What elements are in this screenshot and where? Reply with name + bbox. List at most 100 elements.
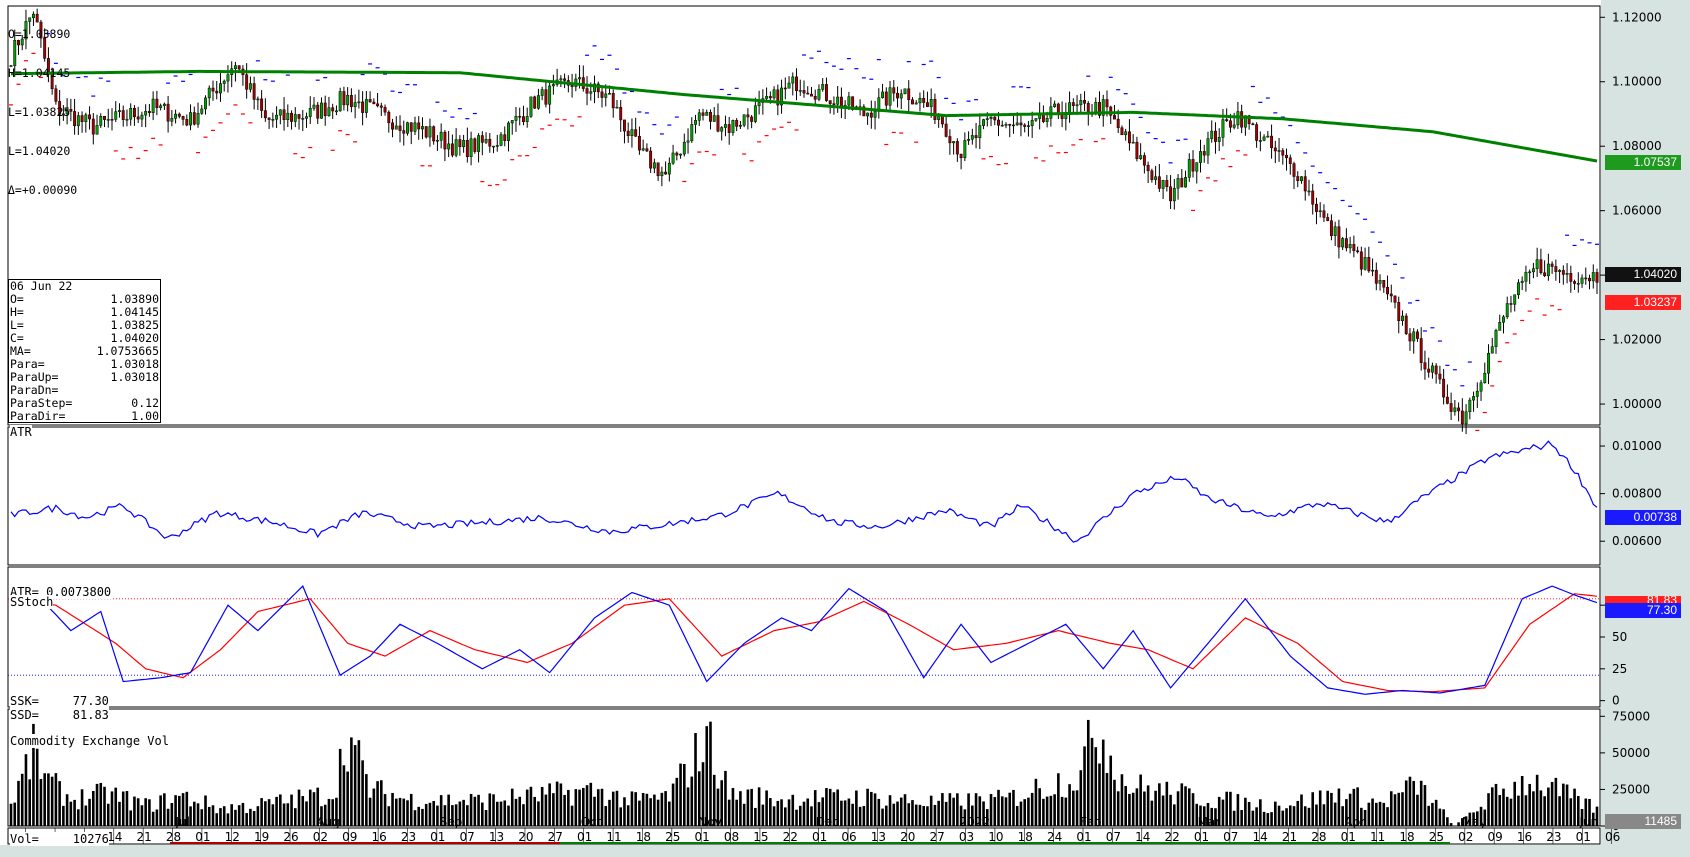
candle bbox=[630, 129, 634, 136]
candle bbox=[813, 95, 817, 100]
volume-bar bbox=[196, 803, 200, 826]
month-label: Mar bbox=[1198, 815, 1221, 829]
sar-dot bbox=[1183, 138, 1188, 140]
volume-bar bbox=[136, 798, 140, 826]
volume-bar bbox=[402, 798, 406, 826]
volume-bar bbox=[1416, 794, 1419, 826]
volume-bar bbox=[507, 805, 510, 826]
sar-dot bbox=[974, 99, 979, 101]
info-value: 0.12 bbox=[131, 396, 159, 410]
candle bbox=[1434, 365, 1438, 375]
volume-bar bbox=[20, 773, 24, 826]
volume-bar bbox=[406, 800, 409, 826]
ohlc-header: O=1.03890 H=1.04145 L=1.03825 L=1.04020 … bbox=[8, 2, 77, 210]
volume-bar bbox=[249, 808, 252, 826]
candle bbox=[1479, 382, 1483, 392]
volume-bar bbox=[769, 798, 772, 826]
candle bbox=[1509, 303, 1513, 305]
volume-bar bbox=[439, 795, 443, 826]
candle bbox=[1531, 268, 1535, 273]
sar-dot bbox=[764, 135, 769, 137]
volume-bar bbox=[1169, 794, 1172, 826]
volume-bar bbox=[600, 788, 604, 826]
sar-dot bbox=[682, 180, 687, 183]
candle bbox=[922, 97, 926, 103]
sar-dot bbox=[906, 61, 911, 63]
candle bbox=[1120, 127, 1124, 136]
volume-bar bbox=[394, 798, 398, 826]
candle bbox=[132, 108, 136, 118]
candle bbox=[196, 113, 200, 125]
candle bbox=[409, 122, 413, 132]
volume-bar bbox=[757, 787, 761, 826]
candle bbox=[955, 141, 959, 155]
volume-bar bbox=[413, 810, 417, 826]
candle bbox=[944, 123, 948, 137]
volume-bar bbox=[1517, 795, 1520, 826]
volume-bar bbox=[817, 802, 821, 826]
volume-bar bbox=[151, 811, 155, 826]
sar-dot bbox=[390, 90, 395, 92]
volume-bar bbox=[320, 806, 323, 826]
volume-bar bbox=[697, 771, 701, 826]
volume-bar bbox=[881, 808, 884, 826]
volume-bar bbox=[275, 796, 278, 826]
candle bbox=[245, 74, 249, 90]
candle bbox=[88, 114, 92, 120]
volume-bar bbox=[1090, 737, 1094, 826]
candle bbox=[69, 109, 73, 112]
candle bbox=[772, 89, 776, 99]
candle bbox=[993, 117, 997, 121]
volume-bar bbox=[544, 794, 548, 826]
sar-dot bbox=[368, 63, 373, 65]
sar-dot bbox=[1415, 299, 1420, 302]
candle bbox=[174, 113, 178, 119]
candle bbox=[525, 116, 529, 122]
volume-bar bbox=[1079, 770, 1083, 826]
volume-bar bbox=[1588, 798, 1591, 826]
volume-bar bbox=[855, 790, 858, 826]
candle bbox=[1131, 141, 1135, 144]
date-label: 01 bbox=[1076, 830, 1091, 844]
volume-bar bbox=[716, 788, 720, 826]
sar-dot bbox=[136, 157, 141, 159]
volume-bar bbox=[316, 787, 320, 826]
volume-bar bbox=[1401, 792, 1404, 826]
volume-bar bbox=[1139, 774, 1142, 826]
volume-bar bbox=[1023, 799, 1026, 826]
candle bbox=[488, 138, 492, 147]
volume-bar bbox=[365, 774, 368, 826]
candle bbox=[1300, 176, 1303, 182]
date-label: 13 bbox=[489, 830, 504, 844]
volume-bar bbox=[428, 802, 432, 826]
candle bbox=[1359, 251, 1363, 270]
sar-dot bbox=[1280, 116, 1285, 118]
candle bbox=[233, 65, 237, 69]
candle bbox=[903, 88, 907, 95]
volume-bar bbox=[424, 803, 428, 826]
candle bbox=[473, 138, 477, 152]
volume-bar bbox=[522, 804, 525, 826]
volume-bar bbox=[1251, 810, 1255, 826]
volume-bar bbox=[1000, 796, 1004, 826]
volume-bar bbox=[308, 789, 312, 826]
volume-bar bbox=[1285, 808, 1288, 826]
date-label: 20 bbox=[518, 830, 533, 844]
candle bbox=[667, 162, 671, 175]
candle bbox=[869, 112, 873, 118]
candle bbox=[222, 80, 226, 84]
candle bbox=[1015, 122, 1019, 126]
sar-dot bbox=[1363, 218, 1368, 220]
sar-dot bbox=[899, 132, 904, 134]
candle bbox=[851, 96, 855, 110]
volume-bar bbox=[929, 795, 933, 826]
candle bbox=[623, 119, 626, 132]
sar-dot bbox=[981, 158, 986, 160]
volume-bar bbox=[746, 789, 750, 826]
volume-value-label: Vol= 10276 bbox=[10, 832, 109, 846]
volume-bar bbox=[1191, 793, 1195, 826]
sar-dot bbox=[824, 61, 829, 64]
sar-dot bbox=[1048, 145, 1053, 147]
sar-dot bbox=[1572, 244, 1577, 247]
candle bbox=[649, 150, 653, 169]
